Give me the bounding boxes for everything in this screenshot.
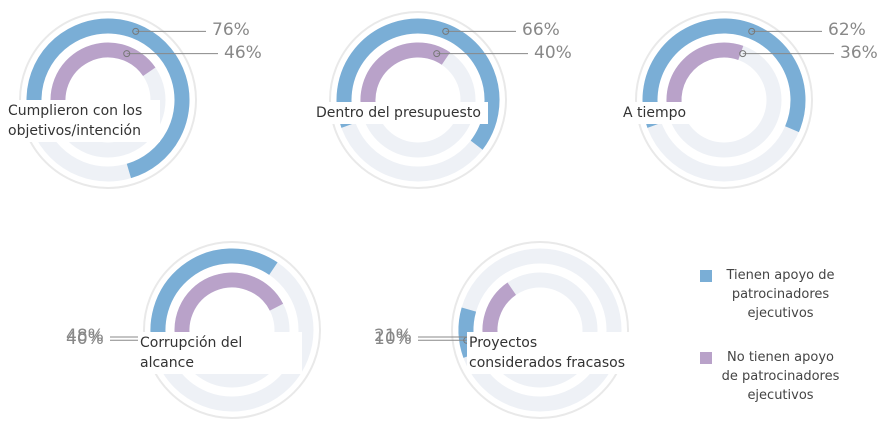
ring-arc <box>26 18 190 179</box>
value-label: 76% <box>212 20 250 41</box>
category-label: A tiempo <box>621 102 715 124</box>
ring-arc <box>50 42 156 120</box>
value-label: 48% <box>66 325 104 346</box>
legend-swatch <box>700 352 712 364</box>
value-label: 21% <box>374 325 412 346</box>
leader-dot <box>748 27 756 35</box>
ring-backdrop <box>143 241 321 419</box>
leader-dot <box>132 27 140 35</box>
category-label: Cumplieron con los objetivos/intención <box>6 100 160 142</box>
value-label: 40% <box>66 329 104 350</box>
leader-dot <box>442 27 450 35</box>
ring-arc <box>150 248 278 358</box>
ring-backdrop <box>635 11 813 189</box>
value-label: 46% <box>224 42 262 63</box>
category-label: Corrupción del alcance <box>138 332 302 374</box>
ring-arc <box>360 42 451 120</box>
legend-label: No tienen apoyo de patrocinadores ejecut… <box>721 350 840 403</box>
value-label: 10% <box>374 329 412 350</box>
leader-dot <box>123 50 131 58</box>
value-label: 62% <box>828 20 866 41</box>
ring-arc <box>336 18 500 150</box>
leader-dot <box>739 50 747 58</box>
leader-dot <box>433 50 441 58</box>
category-label: Proyectos considerados fracasos <box>467 332 636 374</box>
legend-swatch <box>700 270 712 282</box>
ring-arc <box>174 272 284 350</box>
legend-label: Tienen apoyo de patrocinadores ejecutivo… <box>726 268 835 321</box>
ring-arc <box>642 18 806 133</box>
category-label: Dentro del presupuesto <box>314 102 488 124</box>
value-label: 66% <box>522 20 560 41</box>
ring-backdrop <box>329 11 507 189</box>
ring-backdrop <box>451 241 629 419</box>
value-label: 40% <box>534 42 572 63</box>
value-label: 36% <box>840 42 878 63</box>
